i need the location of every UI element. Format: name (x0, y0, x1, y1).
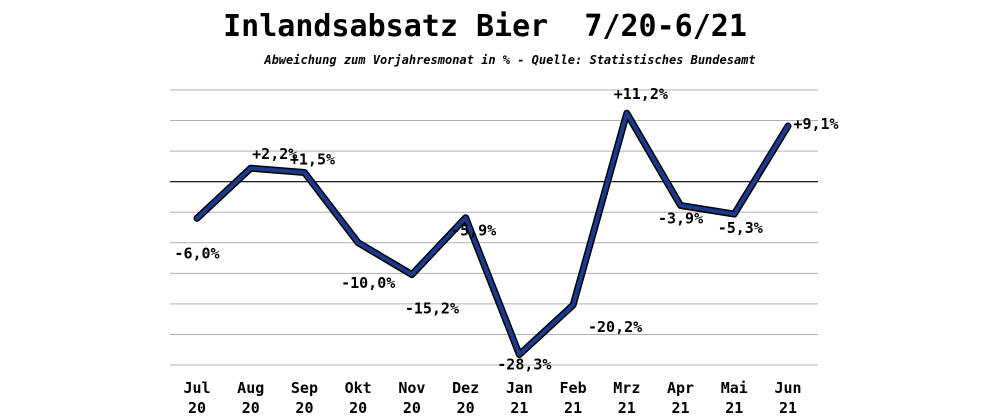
x-tick-year: 21 (618, 399, 636, 417)
data-point (624, 111, 629, 116)
x-tick-month: Mrz (613, 379, 640, 397)
x-tick-month: Okt (345, 379, 372, 397)
x-tick-year: 20 (295, 399, 313, 417)
x-tick-year: 20 (349, 399, 367, 417)
data-label: +2,2% (252, 145, 297, 163)
gridlines (170, 89, 818, 366)
series-line (195, 111, 790, 357)
x-tick-month: Feb (560, 379, 587, 397)
x-tick-year: 21 (725, 399, 743, 417)
data-point (786, 124, 790, 129)
x-tick-month: Aug (237, 379, 264, 397)
x-tick-month: Jul (183, 379, 210, 397)
x-tick-year: 20 (242, 399, 260, 417)
data-point (248, 166, 253, 171)
data-label: +9,1% (793, 115, 838, 133)
data-label: -6,0% (174, 244, 219, 262)
data-point (356, 240, 361, 245)
data-point (302, 170, 307, 175)
data-point (463, 215, 468, 220)
data-label: -5,9% (451, 222, 496, 240)
data-label: -3,9% (658, 210, 703, 228)
x-tick-month: Dez (452, 379, 479, 397)
data-labels: -6,0% +2,2%+1,5% -10,0% -15,2% -5,9% -28,3% -2… (174, 85, 838, 373)
data-label: -20,2% (588, 318, 642, 336)
data-point (195, 216, 199, 221)
data-label: +1,5% (290, 151, 335, 169)
data-point (517, 352, 522, 357)
x-tick-year: 21 (564, 399, 582, 417)
chart-subtitle: Abweichung zum Vorjahresmonat in % - Que… (263, 53, 755, 67)
x-tick-year: 20 (457, 399, 475, 417)
data-point (732, 212, 737, 217)
data-point (571, 303, 576, 308)
data-label: +11,2% (614, 85, 668, 103)
x-tick-month: Jun (774, 379, 801, 397)
x-tick-year: 20 (188, 399, 206, 417)
x-tick-month: Nov (398, 379, 425, 397)
x-tick-year: 20 (403, 399, 421, 417)
x-tick-year: 21 (779, 399, 797, 417)
x-tick-year: 21 (672, 399, 690, 417)
series-layer (193, 109, 792, 359)
x-tick-month: Mai (721, 379, 748, 397)
data-point (678, 203, 683, 208)
data-label: -10,0% (341, 274, 395, 292)
x-tick-year: 21 (510, 399, 528, 417)
x-tick-month: Sep (291, 379, 318, 397)
x-tick-month: Apr (667, 379, 694, 397)
chart-title: Inlandsabsatz Bier 7/20-6/21 (223, 9, 747, 44)
data-label: -5,3% (718, 219, 763, 237)
data-label: -15,2% (405, 300, 459, 318)
data-point (409, 272, 414, 277)
data-label: -28,3% (497, 356, 551, 374)
x-tick-month: Jan (506, 379, 533, 397)
x-axis-ticks: Jul 20 Aug 20 Sep 20 Okt 20 Nov 20 Dez 20 Jan 21 Feb 21… (183, 379, 801, 417)
